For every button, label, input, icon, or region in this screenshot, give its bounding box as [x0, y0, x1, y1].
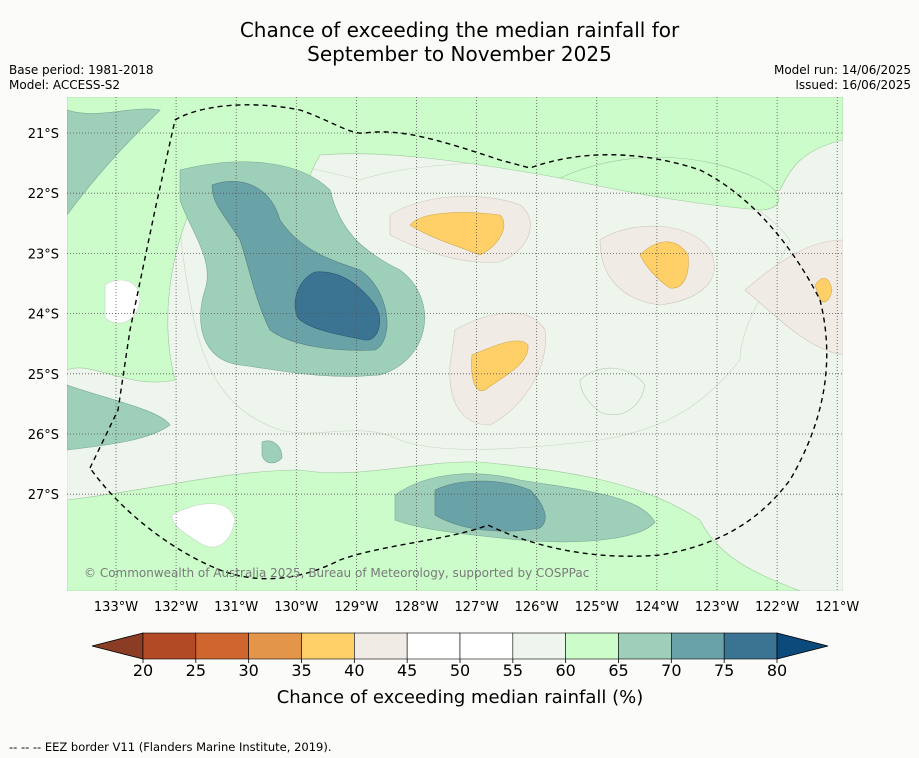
region-65-70-west	[179, 161, 425, 377]
region-45-55-south	[171, 503, 236, 548]
x-tick-label: 126°W	[515, 600, 559, 615]
colorbar-tick-label: 20	[133, 661, 153, 680]
region-40-45-north	[389, 196, 531, 263]
model-name: Model: ACCESS-S2	[9, 78, 121, 92]
x-tick-label: 127°W	[455, 600, 499, 615]
region-70-75-west	[211, 181, 388, 351]
colorbar-tick-label: 80	[767, 661, 787, 680]
region-65-70-south	[394, 473, 656, 543]
colorbar-tick-label: 75	[714, 661, 734, 680]
region-55-60	[67, 97, 843, 591]
region-60-65-south	[67, 461, 801, 591]
region-60-65-north	[67, 97, 843, 383]
x-tick-label: 124°W	[635, 600, 679, 615]
graticule	[67, 97, 843, 591]
x-tick-label: 131°W	[214, 600, 258, 615]
colorbar-segment	[723, 632, 778, 660]
colorbar-segment	[512, 632, 566, 660]
colorbar-segment	[565, 632, 619, 660]
colorbar-segment	[671, 632, 725, 660]
footer-note: -- -- -- EEZ border V11 (Flanders Marine…	[9, 740, 332, 754]
colorbar-tick-label: 30	[238, 661, 258, 680]
region-65-70-edge	[67, 108, 161, 216]
y-tick-label: 26°S	[28, 428, 59, 443]
colorbar-arrow-low	[91, 632, 144, 660]
copyright-text: © Commonwealth of Australia 2025, Bureau…	[84, 566, 589, 580]
y-tick-label: 24°S	[28, 308, 59, 323]
axis-labels: 133°W 132°W 131°W 130°W 129°W 128°W 127°W 126°W…	[28, 127, 860, 615]
x-tick-label: 125°W	[575, 600, 619, 615]
y-tick-label: 25°S	[28, 368, 59, 383]
base-period: Base period: 1981-2018	[9, 63, 154, 77]
colorbar-segment	[195, 632, 249, 660]
colorbar-tick-label: 25	[186, 661, 206, 680]
region-65-70-southwest	[67, 384, 171, 451]
colorbar-tick-label: 35	[291, 661, 311, 680]
right-meta: Model run: 14/06/2025 Issued: 16/06/2025	[774, 63, 911, 93]
colorbar-tick-label: 45	[397, 661, 417, 680]
y-tick-label: 22°S	[28, 187, 59, 202]
y-tick-label: 27°S	[28, 488, 59, 503]
x-tick-label: 129°W	[334, 600, 378, 615]
x-tick-label: 130°W	[274, 600, 318, 615]
colorbar-segment	[301, 632, 355, 660]
colorbar-segment	[406, 632, 461, 660]
region-60-65-pocket	[579, 367, 646, 415]
colorbar-segment	[354, 632, 408, 660]
left-meta: Base period: 1981-2018 Model: ACCESS-S2	[9, 63, 154, 93]
colorbar-segment	[248, 632, 302, 660]
y-tick-label: 21°S	[28, 127, 59, 142]
colorbar-segment	[142, 632, 197, 660]
region-70-75-south	[434, 480, 546, 532]
region-60-65-east	[559, 156, 780, 211]
region-45-55-west	[104, 279, 141, 324]
region-75-80	[294, 271, 380, 341]
colorbar-tick-label: 60	[555, 661, 575, 680]
colorbar-tick-label: 65	[608, 661, 628, 680]
x-tick-label: 133°W	[94, 600, 138, 615]
region-35-40-centre	[471, 340, 529, 392]
eez-border	[89, 104, 828, 580]
region-40-45-east	[599, 225, 715, 306]
title-line-1: Chance of exceeding the median rainfall …	[239, 18, 680, 42]
colorbar-segment	[459, 632, 514, 660]
x-tick-label: 122°W	[755, 600, 799, 615]
chart-title: Chance of exceeding the median rainfall …	[0, 18, 919, 66]
colorbar-label: Chance of exceeding median rainfall (%)	[277, 687, 644, 708]
region-40-45-centre	[449, 312, 546, 426]
y-tick-label: 23°S	[28, 247, 59, 262]
rainfall-map	[67, 97, 843, 591]
title-line-2: September to November 2025	[307, 42, 612, 66]
colorbar-segment	[618, 632, 672, 660]
colorbar: 20 25 30 35 40 45 50 55 60 65 70 75 80	[91, 632, 829, 680]
region-40-45-far-east	[744, 239, 843, 356]
x-tick-label: 128°W	[394, 600, 438, 615]
region-35-40-north	[409, 212, 505, 256]
issued-date: Issued: 16/06/2025	[795, 78, 911, 92]
region-35-40-east	[639, 241, 689, 289]
colorbar-tick-label: 40	[344, 661, 364, 680]
colorbar-tick-label: 70	[661, 661, 681, 680]
colorbar-tick-label: 50	[450, 661, 470, 680]
region-65-70-pocket	[261, 440, 283, 464]
region-35-40-far-east	[814, 277, 833, 303]
colorbar-tick-label: 55	[503, 661, 523, 680]
x-tick-label: 123°W	[695, 600, 739, 615]
map-background	[67, 97, 843, 591]
x-tick-label: 132°W	[154, 600, 198, 615]
model-run: Model run: 14/06/2025	[773, 63, 911, 77]
colorbar-arrow-high	[776, 632, 829, 660]
x-tick-label: 121°W	[815, 600, 859, 615]
